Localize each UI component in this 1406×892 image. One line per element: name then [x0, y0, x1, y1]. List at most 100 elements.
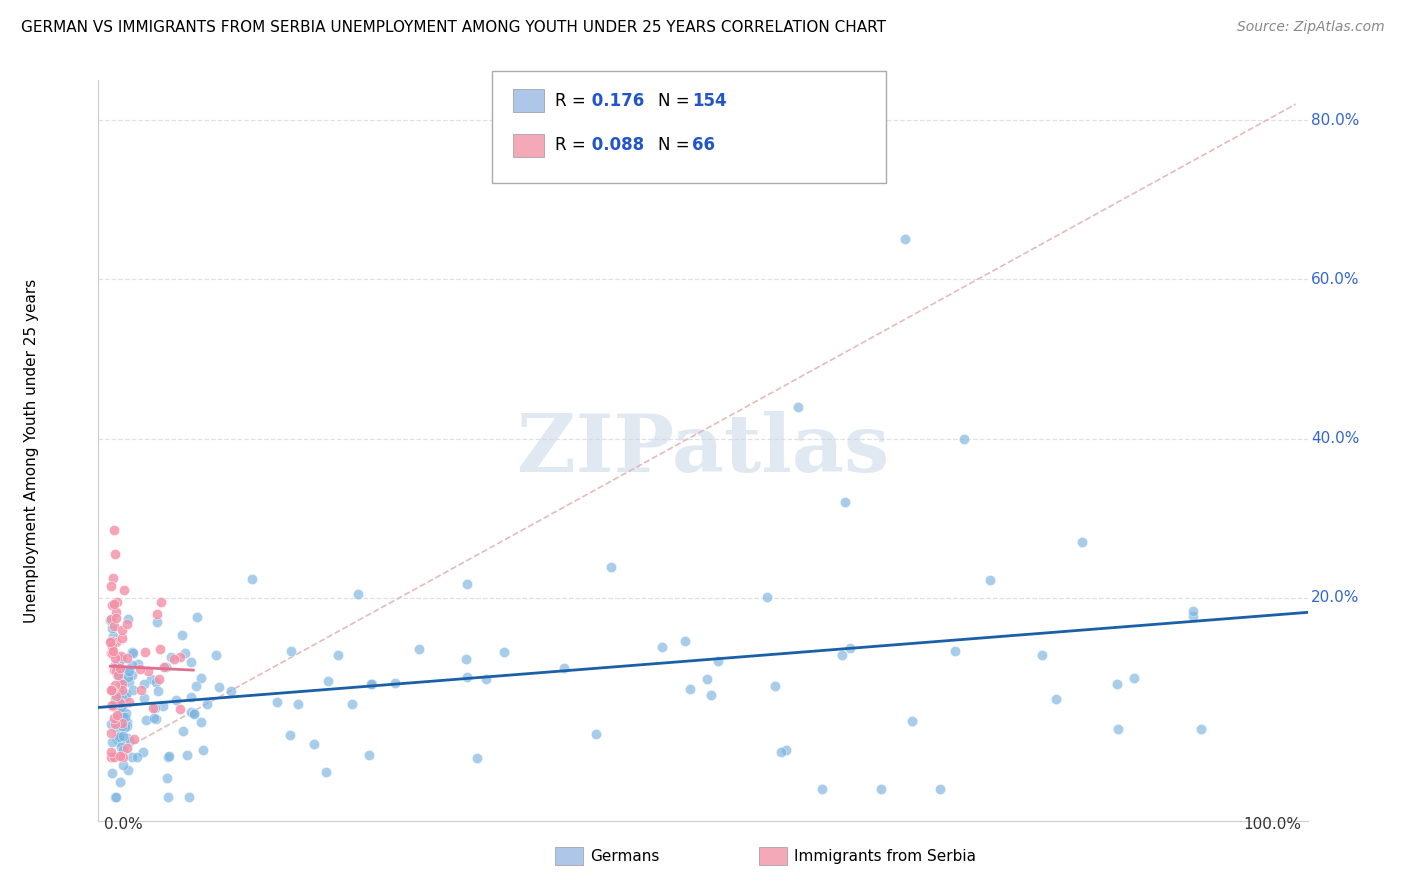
Point: [111, 710, 134, 724]
Point: [100, 726, 122, 740]
Point: [360, 677, 382, 691]
Point: [98, 613, 121, 627]
Point: [240, 572, 263, 586]
Text: N =: N =: [658, 92, 695, 110]
Point: [456, 577, 478, 591]
Point: [152, 698, 174, 713]
Point: [101, 699, 124, 714]
Point: [103, 750, 125, 764]
Point: [105, 605, 128, 619]
Point: [103, 650, 125, 665]
Point: [205, 648, 228, 662]
Point: [115, 706, 138, 721]
Text: 0.0%: 0.0%: [104, 817, 143, 831]
Point: [104, 664, 127, 678]
Point: [107, 668, 129, 682]
Point: [115, 687, 138, 701]
Point: [104, 689, 127, 703]
Point: [146, 615, 169, 629]
Point: [1189, 722, 1212, 736]
Point: [110, 719, 132, 733]
Point: [180, 705, 202, 719]
Point: [585, 727, 607, 741]
Point: [179, 789, 201, 804]
Point: [132, 676, 155, 690]
Point: [494, 645, 516, 659]
Point: [121, 667, 143, 681]
Point: [134, 691, 156, 706]
Point: [111, 716, 134, 731]
Point: [901, 714, 924, 729]
Point: [208, 680, 231, 694]
Point: [101, 735, 124, 749]
Point: [134, 645, 156, 659]
Point: [110, 696, 132, 710]
Point: [707, 655, 730, 669]
Point: [132, 745, 155, 759]
Point: [101, 682, 124, 697]
Point: [117, 612, 139, 626]
Point: [110, 735, 132, 749]
Point: [110, 652, 132, 666]
Point: [108, 729, 131, 743]
Point: [100, 682, 122, 697]
Point: [101, 571, 124, 585]
Point: [810, 781, 832, 796]
Point: [117, 731, 139, 745]
Point: [101, 646, 124, 660]
Point: [111, 632, 134, 646]
Point: [156, 772, 179, 786]
Point: [135, 714, 157, 728]
Point: [101, 698, 124, 712]
Point: [266, 695, 288, 709]
Point: [100, 633, 122, 648]
Point: [834, 495, 856, 509]
Point: [176, 747, 198, 762]
Text: R =: R =: [555, 136, 592, 154]
Point: [101, 683, 124, 698]
Point: [287, 697, 309, 711]
Point: [121, 658, 143, 673]
Point: [115, 689, 138, 703]
Point: [1107, 722, 1129, 736]
Point: [111, 691, 134, 706]
Point: [152, 660, 174, 674]
Point: [315, 765, 337, 780]
Point: [103, 523, 125, 537]
Point: [104, 789, 127, 804]
Point: [101, 766, 124, 780]
Point: [111, 672, 134, 686]
Point: [786, 400, 808, 414]
Point: [952, 432, 974, 446]
Point: [1045, 691, 1067, 706]
Text: N =: N =: [658, 136, 695, 154]
Point: [105, 731, 128, 746]
Point: [160, 650, 183, 665]
Point: [115, 650, 138, 665]
Point: [775, 743, 797, 757]
Point: [1122, 671, 1144, 685]
Point: [139, 672, 162, 686]
Point: [103, 711, 125, 725]
Point: [839, 640, 862, 655]
Point: [169, 702, 191, 716]
Point: [121, 749, 143, 764]
Point: [105, 708, 128, 723]
Text: R =: R =: [555, 92, 592, 110]
Point: [101, 598, 124, 612]
Point: [111, 682, 134, 697]
Point: [316, 673, 339, 688]
Point: [456, 670, 478, 684]
Point: [124, 731, 146, 746]
Point: [115, 741, 138, 756]
Point: [100, 746, 122, 760]
Point: [361, 677, 384, 691]
Point: [156, 789, 179, 804]
Point: [145, 712, 167, 726]
Text: Unemployment Among Youth under 25 years: Unemployment Among Youth under 25 years: [24, 278, 39, 623]
Point: [115, 715, 138, 730]
Point: [186, 610, 208, 624]
Point: [127, 657, 149, 672]
Point: [100, 612, 122, 626]
Point: [755, 590, 778, 604]
